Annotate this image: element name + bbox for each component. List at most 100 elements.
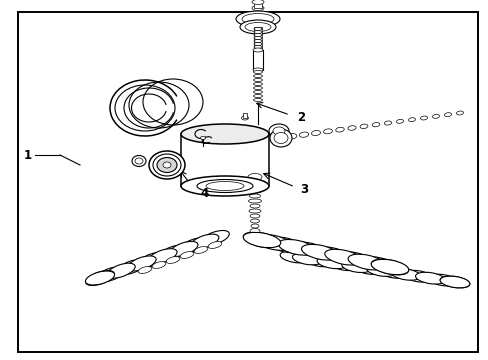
Ellipse shape <box>253 45 262 49</box>
Ellipse shape <box>200 136 205 140</box>
Ellipse shape <box>244 23 270 32</box>
Ellipse shape <box>247 189 262 193</box>
Ellipse shape <box>200 230 229 246</box>
Ellipse shape <box>311 130 320 136</box>
Ellipse shape <box>359 124 367 129</box>
Ellipse shape <box>253 40 262 42</box>
Ellipse shape <box>292 253 322 265</box>
Ellipse shape <box>329 259 358 271</box>
Ellipse shape <box>138 252 166 267</box>
Ellipse shape <box>289 242 326 258</box>
Ellipse shape <box>135 158 142 164</box>
Ellipse shape <box>243 232 280 248</box>
Ellipse shape <box>347 126 355 130</box>
Ellipse shape <box>248 209 261 213</box>
Ellipse shape <box>250 219 259 223</box>
Ellipse shape <box>181 176 268 196</box>
Ellipse shape <box>240 20 275 34</box>
Ellipse shape <box>341 261 370 273</box>
Ellipse shape <box>274 135 285 141</box>
Ellipse shape <box>152 262 165 269</box>
Ellipse shape <box>253 78 262 81</box>
Ellipse shape <box>251 0 264 5</box>
Ellipse shape <box>241 116 248 120</box>
Ellipse shape <box>439 276 469 288</box>
Ellipse shape <box>439 276 469 288</box>
Ellipse shape <box>415 272 444 284</box>
Ellipse shape <box>132 156 146 166</box>
Ellipse shape <box>153 154 181 176</box>
Ellipse shape <box>316 257 346 269</box>
Ellipse shape <box>353 263 383 274</box>
Ellipse shape <box>444 113 450 117</box>
Ellipse shape <box>248 199 261 203</box>
Ellipse shape <box>163 162 171 168</box>
Ellipse shape <box>247 174 262 180</box>
Ellipse shape <box>370 259 408 275</box>
Ellipse shape <box>269 129 291 147</box>
Ellipse shape <box>148 249 177 264</box>
Ellipse shape <box>366 265 395 276</box>
Ellipse shape <box>286 134 296 139</box>
Ellipse shape <box>243 232 280 248</box>
Ellipse shape <box>236 11 280 27</box>
Ellipse shape <box>253 49 262 51</box>
Ellipse shape <box>304 255 334 267</box>
Ellipse shape <box>312 247 350 262</box>
Ellipse shape <box>324 249 361 265</box>
Ellipse shape <box>253 42 262 45</box>
Ellipse shape <box>273 132 287 144</box>
Ellipse shape <box>253 71 262 73</box>
Ellipse shape <box>253 95 262 98</box>
Text: 4: 4 <box>200 186 208 199</box>
Ellipse shape <box>248 183 261 188</box>
Ellipse shape <box>253 27 262 31</box>
Ellipse shape <box>335 127 344 132</box>
Text: 3: 3 <box>299 183 307 195</box>
Ellipse shape <box>249 194 260 198</box>
Ellipse shape <box>323 129 332 134</box>
Ellipse shape <box>390 269 420 280</box>
Ellipse shape <box>127 256 156 271</box>
Ellipse shape <box>253 75 262 77</box>
Ellipse shape <box>194 247 207 253</box>
Ellipse shape <box>251 5 264 10</box>
Ellipse shape <box>254 235 292 250</box>
Ellipse shape <box>427 274 457 286</box>
Ellipse shape <box>403 270 432 282</box>
Ellipse shape <box>249 229 260 234</box>
Ellipse shape <box>253 31 262 33</box>
Ellipse shape <box>159 245 187 260</box>
Ellipse shape <box>396 120 403 123</box>
Ellipse shape <box>384 121 391 125</box>
Ellipse shape <box>252 48 263 52</box>
Text: 2: 2 <box>296 111 305 123</box>
Ellipse shape <box>249 204 260 208</box>
Bar <box>253 27 262 50</box>
Ellipse shape <box>205 181 244 190</box>
Ellipse shape <box>253 82 262 86</box>
Ellipse shape <box>278 239 315 255</box>
Ellipse shape <box>371 122 379 127</box>
Text: 1: 1 <box>24 149 32 162</box>
Ellipse shape <box>301 244 338 260</box>
Ellipse shape <box>208 242 222 248</box>
Ellipse shape <box>169 242 198 256</box>
Ellipse shape <box>378 266 407 278</box>
Ellipse shape <box>280 251 309 263</box>
Ellipse shape <box>347 254 385 270</box>
Ellipse shape <box>359 257 396 273</box>
Ellipse shape <box>268 124 288 138</box>
Ellipse shape <box>106 263 135 278</box>
Ellipse shape <box>456 111 463 115</box>
Ellipse shape <box>249 214 260 218</box>
Ellipse shape <box>85 270 114 285</box>
Ellipse shape <box>197 180 252 193</box>
Ellipse shape <box>149 151 184 179</box>
Ellipse shape <box>253 86 262 90</box>
Ellipse shape <box>117 260 145 275</box>
Ellipse shape <box>272 127 285 135</box>
Ellipse shape <box>180 238 208 253</box>
Ellipse shape <box>242 13 273 24</box>
Ellipse shape <box>180 252 193 258</box>
